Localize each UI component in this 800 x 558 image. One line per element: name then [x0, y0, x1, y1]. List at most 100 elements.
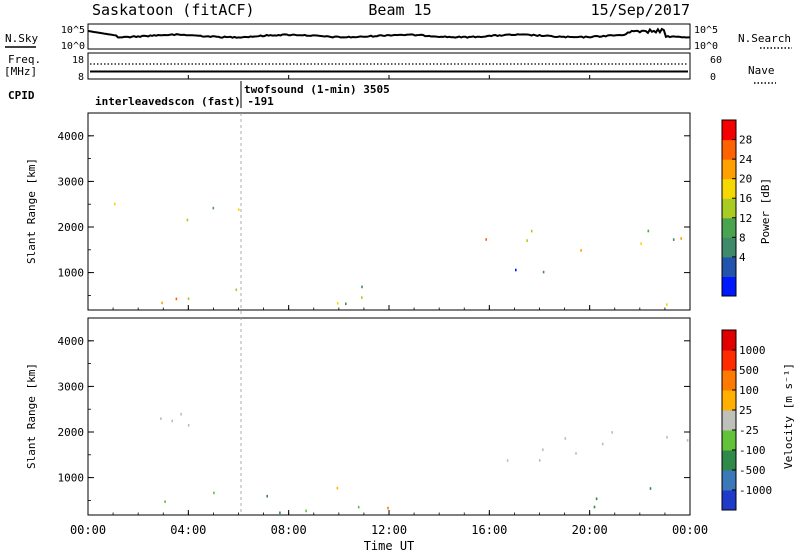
power-colorbar-tick-label: 12: [739, 212, 752, 225]
power-cell: [235, 288, 238, 292]
power-cell: [680, 237, 682, 240]
velocity-colorbar-tick-label: 100: [739, 384, 759, 397]
velocity-y-axis: 1000 2000 3000 4000: [58, 335, 690, 501]
power-ylabel: Slant Range [km]: [25, 158, 38, 264]
velocity-colorbar: 1000 500 100 25 -25 -100 -500 -1000: [721, 329, 772, 511]
range-tick-label: 2000: [58, 426, 85, 439]
cpid-label: CPID: [8, 89, 35, 102]
power-cell: [542, 270, 545, 274]
velocity-colorbar-tick-label: 1000: [739, 344, 766, 357]
power-colorbar-tick-label: 28: [739, 134, 752, 147]
freq-tick-bottom: 8: [78, 72, 84, 83]
power-colorbar-cell: [722, 178, 736, 199]
range-tick-label: 2000: [58, 221, 85, 234]
velocity-cell: [542, 448, 544, 451]
power-colorbar-tick-label: 24: [739, 153, 753, 166]
velocity-colorbar-cell: [722, 470, 736, 491]
velocity-ylabel: Slant Range [km]: [25, 363, 38, 469]
velocity-colorbar-cell: [722, 410, 736, 431]
power-colorbar-cell: [722, 159, 736, 180]
velocity-cell: [601, 442, 604, 446]
cpid-entry-2: twofsound (1-min) 3505: [244, 83, 390, 96]
power-cell: [345, 302, 347, 306]
power-colorbar-tick-label: 8: [739, 231, 746, 244]
velocity-colorbar-cell: [722, 490, 736, 511]
time-tick-label: 20:00: [572, 523, 608, 537]
velocity-cell: [213, 491, 215, 495]
beam-title: Beam 15: [368, 1, 431, 19]
velocity-cell: [387, 506, 389, 510]
power-cell: [361, 285, 363, 289]
power-cell: [530, 229, 533, 233]
velocity-cell: [305, 509, 307, 513]
velocity-cell: [666, 436, 668, 439]
velocity-cell: [506, 459, 509, 462]
velocity-cell: [180, 412, 182, 416]
time-tick-label: 12:00: [371, 523, 407, 537]
velocity-cell: [336, 486, 339, 490]
nave-label: Nave: [748, 64, 775, 77]
range-tick-label: 1000: [58, 472, 85, 485]
power-cell: [187, 297, 190, 300]
power-colorbar-cell: [722, 120, 736, 141]
time-tick-label: 00:00: [70, 523, 106, 537]
velocity-colorbar-cell: [722, 430, 736, 451]
range-tick-label: 3000: [58, 380, 85, 393]
power-cell: [526, 239, 528, 242]
power-cell: [212, 206, 215, 210]
power-cell: [186, 218, 189, 222]
velocity-colorbar-tick-label: -500: [739, 464, 766, 477]
nave-tick-top: 60: [710, 55, 722, 66]
power-cell: [515, 268, 517, 272]
power-colorbar: 28 24 20 16 12 8 4: [721, 119, 753, 297]
noise-tick-right-top: 10^5: [694, 25, 718, 36]
velocity-panel-frame: [87, 317, 691, 516]
power-cell: [672, 238, 675, 241]
velocity-colorbar-tick-label: 25: [739, 404, 752, 417]
velocity-cell: [357, 505, 360, 509]
velocity-cell: [593, 505, 596, 509]
power-colorbar-cell: [722, 256, 736, 277]
power-colorbar-tick-label: 4: [739, 251, 746, 264]
power-colorbar-cell: [722, 237, 736, 258]
power-cell: [647, 229, 650, 233]
site-title: Saskatoon (fitACF): [92, 1, 255, 19]
power-cell: [361, 296, 363, 299]
velocity-colorbar-cell: [722, 370, 736, 391]
power-cell: [666, 303, 668, 306]
velocity-cell: [187, 424, 190, 427]
velocity-cell: [649, 487, 652, 490]
freq-tick-top: 18: [72, 55, 84, 66]
velocity-cell: [564, 437, 567, 440]
range-tick-label: 4000: [58, 130, 85, 143]
power-cell: [580, 249, 582, 252]
velocity-cell: [279, 511, 281, 515]
power-cell: [161, 301, 163, 305]
velocity-cell: [171, 419, 173, 423]
nsearch-label: N.Search: [738, 32, 791, 45]
velocity-colorbar-cell: [722, 450, 736, 471]
freq-label-line2: [MHz]: [4, 65, 37, 78]
velocity-colorbar-cell: [722, 390, 736, 411]
power-panel-frame: [87, 112, 691, 311]
power-colorbar-cell: [722, 198, 736, 219]
range-tick-label: 3000: [58, 175, 85, 188]
power-colorbar-label: Power [dB]: [759, 178, 772, 244]
time-axis-label: Time UT: [364, 539, 415, 553]
power-cell: [237, 208, 240, 211]
noise-tick-right-bottom: 10^0: [694, 41, 718, 52]
velocity-cell: [538, 459, 541, 462]
power-colorbar-frame: [721, 119, 737, 297]
velocity-cell: [164, 500, 166, 503]
time-tick-label: 08:00: [271, 523, 307, 537]
power-cell: [114, 202, 116, 206]
velocity-cell: [266, 494, 268, 498]
range-tick-label: 1000: [58, 267, 85, 280]
power-cell: [485, 238, 487, 241]
power-colorbar-cell: [722, 276, 736, 297]
time-tick-label: 04:00: [170, 523, 206, 537]
velocity-scatter-data: [160, 412, 689, 515]
velocity-colorbar-cell: [722, 350, 736, 371]
